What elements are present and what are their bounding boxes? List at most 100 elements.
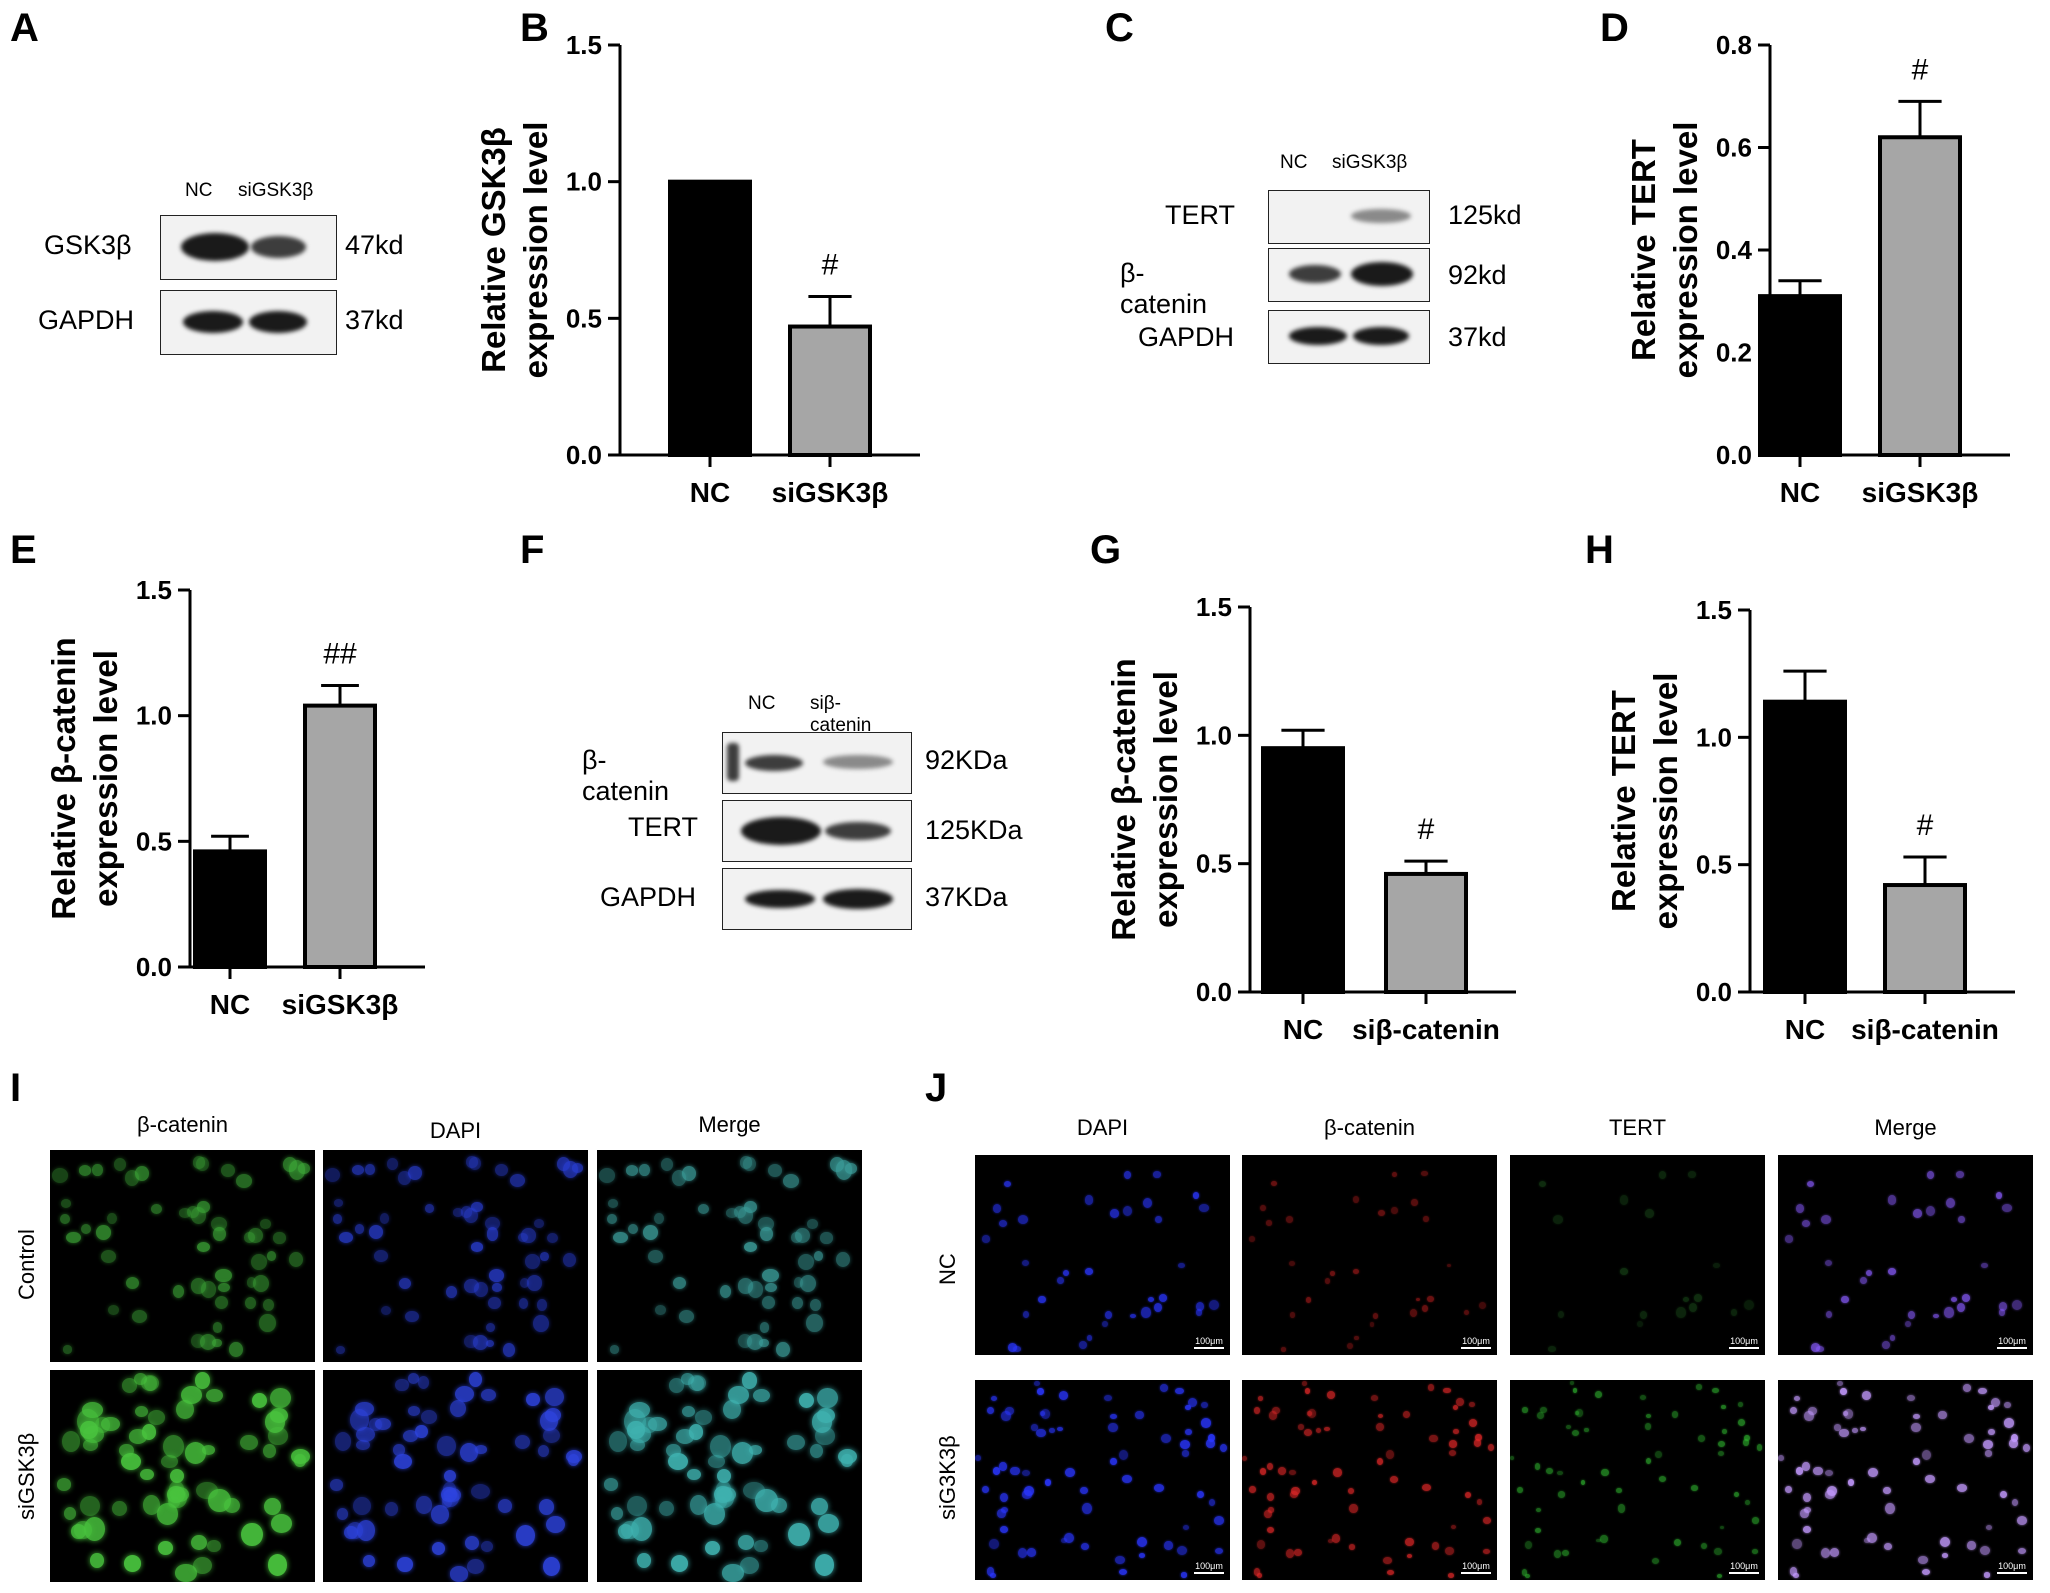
cell-nucleus (1676, 1307, 1686, 1318)
cell-nucleus (607, 1199, 619, 1208)
cell-nucleus (648, 1249, 664, 1263)
cell-nucleus (1266, 1220, 1273, 1226)
cell-nucleus (1469, 1402, 1475, 1408)
micrograph-tile (50, 1370, 315, 1582)
blot-row-label: GAPDH (600, 882, 697, 912)
cell-nucleus (1285, 1548, 1294, 1558)
cell-nucleus (81, 1224, 92, 1235)
cell-nucleus (1659, 1171, 1667, 1179)
cell-nucleus (608, 1431, 627, 1453)
cell-nucleus (722, 1399, 741, 1419)
cell-nucleus (1860, 1426, 1867, 1432)
cell-nucleus (1180, 1440, 1191, 1449)
cell-nucleus (1155, 1215, 1163, 1224)
cell-nucleus (1569, 1381, 1575, 1385)
cell-nucleus (121, 1378, 138, 1394)
cell-nucleus (199, 1334, 216, 1350)
cell-nucleus (134, 1405, 148, 1417)
cell-nucleus (1103, 1394, 1112, 1402)
cell-nucleus (270, 1513, 293, 1534)
cell-nucleus (324, 1167, 341, 1182)
chart-svg: 0.0 0.5 1.0 1.5 Relative β-catenin expression… (1105, 592, 1516, 1045)
cell-nucleus (1580, 1480, 1585, 1485)
cell-nucleus (1175, 1387, 1185, 1395)
cell-nucleus (1535, 1527, 1541, 1533)
cell-nucleus (1595, 1391, 1602, 1398)
scale-bar: 100μm (1194, 1336, 1224, 1349)
cell-nucleus (610, 1507, 624, 1521)
cell-nucleus (1307, 1411, 1312, 1416)
panel-letter-c: C (1105, 6, 1134, 50)
cell-nucleus (1369, 1321, 1375, 1327)
panel-letter-i: I (10, 1066, 22, 1110)
cell-nucleus (1999, 1302, 2008, 1311)
cell-nucleus (1862, 1390, 1872, 1400)
cell-nucleus (475, 1445, 487, 1454)
cell-nucleus (1328, 1538, 1334, 1543)
cell-nucleus (1840, 1388, 1847, 1395)
cell-nucleus (394, 1453, 413, 1469)
cell-nucleus (681, 1405, 695, 1417)
cell-nucleus (1745, 1499, 1751, 1506)
cell-nucleus (1158, 1294, 1168, 1303)
cell-nucleus (629, 1402, 650, 1418)
cell-nucleus (1185, 1428, 1192, 1435)
blot-strip (1268, 190, 1430, 244)
cell-nucleus (459, 1443, 479, 1463)
cell-nucleus (1242, 1455, 1248, 1461)
cell-nucleus (782, 1173, 800, 1188)
cell-nucleus (1558, 1311, 1565, 1318)
cell-nucleus (470, 1201, 483, 1213)
cell-nucleus (654, 1213, 665, 1225)
cell-nucleus (1478, 1301, 1487, 1310)
cell-nucleus (421, 1410, 438, 1424)
cell-nucleus (1272, 1406, 1280, 1414)
cell-nucleus (1730, 1309, 1738, 1316)
cell-nucleus (1348, 1543, 1356, 1550)
cell-nucleus (381, 1305, 392, 1315)
cell-nucleus (1004, 1406, 1014, 1415)
cell-nucleus (1738, 1418, 1746, 1426)
cell-nucleus (1001, 1411, 1011, 1422)
cell-nucleus (1305, 1297, 1312, 1303)
micrograph-tile: 100μm (1242, 1155, 1497, 1355)
cell-nucleus (190, 1207, 206, 1225)
cell-nucleus (1452, 1404, 1458, 1410)
blot-row-label: TERT (1165, 200, 1236, 230)
cell-nucleus (807, 1219, 818, 1229)
cell-nucleus (820, 1232, 833, 1244)
panel-letter-f: F (520, 528, 545, 572)
cell-nucleus (732, 1442, 754, 1464)
kd-label: 47kd (345, 230, 404, 260)
cell-nucleus (1887, 1195, 1897, 1205)
cell-nucleus (1983, 1440, 1994, 1449)
cell-nucleus (1197, 1491, 1204, 1499)
cell-nucleus (192, 1156, 206, 1169)
y-tick-label: 0.0 (1716, 440, 1752, 470)
cell-nucleus (1039, 1411, 1046, 1416)
cell-nucleus (1386, 1450, 1395, 1459)
cell-nucleus (1392, 1171, 1398, 1178)
cell-nucleus (74, 1520, 93, 1540)
cell-nucleus (397, 1557, 413, 1572)
cell-nucleus (2009, 1438, 2018, 1448)
cell-nucleus (1521, 1569, 1528, 1576)
cell-nucleus (1837, 1381, 1844, 1387)
cell-nucleus (497, 1498, 513, 1513)
cell-nucleus (1354, 1336, 1359, 1341)
cell-nucleus (1712, 1387, 1719, 1393)
cell-nucleus (1833, 1424, 1841, 1431)
panel-letter-d: D (1600, 6, 1629, 50)
cell-nucleus (1008, 1343, 1017, 1352)
y-axis-label: expression level (87, 650, 124, 907)
cell-nucleus (1826, 1311, 1833, 1318)
cell-nucleus (1867, 1532, 1878, 1544)
cell-nucleus (1816, 1346, 1824, 1352)
cell-nucleus (446, 1285, 457, 1298)
cell-nucleus (1289, 1260, 1295, 1266)
cell-nucleus (185, 1442, 207, 1464)
cell-nucleus (1161, 1434, 1171, 1444)
cell-nucleus (1811, 1343, 1820, 1352)
cell-nucleus (1639, 1395, 1646, 1400)
cell-nucleus (273, 1232, 286, 1244)
